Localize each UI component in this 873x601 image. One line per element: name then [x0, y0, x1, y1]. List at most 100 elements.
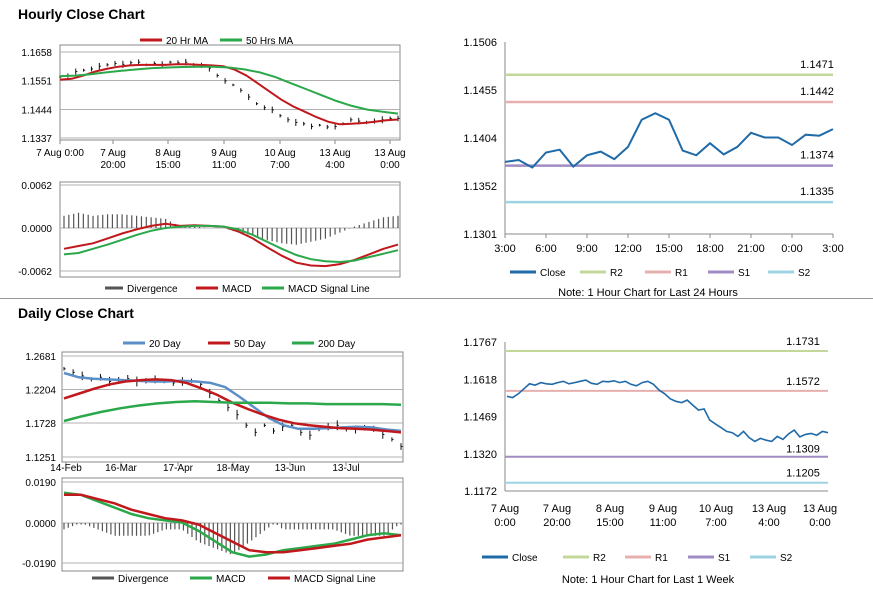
- lastweek-legend-close-label: Close: [512, 553, 538, 564]
- daily-50-day-line: [63, 378, 402, 434]
- last24-xtick-label: 15:00: [655, 243, 683, 255]
- lastweek-xtick-label: 8 Aug: [596, 503, 624, 515]
- daily-macd-signal-line: [64, 493, 402, 554]
- last24-ytick-label: 1.1352: [463, 181, 497, 193]
- last24-legend-s2-label: S2: [798, 268, 811, 279]
- last24-legend-close-label: Close: [540, 268, 566, 279]
- hourly-xtick-label-time: 4:00: [325, 160, 345, 171]
- daily-price-frame: [61, 351, 404, 463]
- hourly-ytick-label: 1.1551: [21, 77, 52, 88]
- daily-xtick-label: 14-Feb: [50, 463, 82, 474]
- daily-chart-title: Daily Close Chart: [18, 305, 134, 321]
- lastweek-xtick-label-time: 15:00: [596, 517, 624, 529]
- hourly-xtick-label: 13 Aug: [319, 148, 350, 159]
- lastweek-legend-r1-label: R1: [655, 553, 668, 564]
- lastweek-xtick-label-time: 7:00: [705, 517, 726, 529]
- lastweek-close-line: [506, 379, 829, 443]
- hourly-legend-macd-label: MACD: [222, 284, 251, 295]
- last24-ytick-label: 1.1506: [463, 37, 497, 49]
- hourly-chart-title: Hourly Close Chart: [18, 6, 145, 22]
- hourly-xtick-label: 7 Aug 0:00: [36, 148, 84, 159]
- hourly-legend-divergence-label: Divergence: [127, 284, 178, 295]
- daily-xtick-label: 13-Jun: [275, 463, 306, 474]
- last24-xtick-label: 18:00: [696, 243, 724, 255]
- last24-xtick-label: 21:00: [737, 243, 765, 255]
- hourly-macd-ytick-label: 0.0062: [21, 181, 52, 192]
- daily-xtick-label: 18-May: [216, 463, 249, 474]
- hourly-xtick-label: 8 Aug: [155, 148, 181, 159]
- lastweek-xtick-label: 10 Aug: [699, 503, 733, 515]
- last24-note: Note: 1 Hour Chart for Last 24 Hours: [558, 287, 738, 299]
- hourly-20hr-ma-line: [59, 63, 399, 126]
- last24-xtick-label: 0:00: [781, 243, 802, 255]
- lastweek-r2-level-label: 1.1731: [786, 336, 820, 348]
- hourly-xtick-label: 10 Aug: [264, 148, 295, 159]
- daily-200-day-line: [63, 400, 402, 423]
- daily-macd-ytick-label: -0.0190: [22, 559, 56, 570]
- lastweek-ytick-label: 1.1618: [463, 374, 497, 386]
- last24-r2-level-label: 1.1471: [800, 59, 834, 71]
- lastweek-xtick-label-time: 4:00: [758, 517, 779, 529]
- last24-close-line: [504, 112, 834, 169]
- daily-ytick-label: 1.2204: [25, 386, 56, 397]
- last24-s2-level-label: 1.1335: [800, 186, 834, 198]
- lastweek-legend-s2-label: S2: [780, 553, 793, 564]
- hourly-xtick-label: 7 Aug: [100, 148, 126, 159]
- hourly-legend-20hr-ma-label: 20 Hr MA: [166, 36, 209, 47]
- daily-macd-frame: [61, 477, 404, 572]
- daily-xtick-label: 17-Apr: [163, 463, 194, 474]
- lastweek-legend-s1-label: S1: [718, 553, 731, 564]
- last24-r1-level-label: 1.1442: [800, 86, 834, 98]
- hourly-legend-signal-label: MACD Signal Line: [288, 284, 370, 295]
- daily-legend-divergence-label: Divergence: [118, 574, 169, 585]
- last24-xtick-label: 6:00: [535, 243, 556, 255]
- daily-macd-ytick-label: 0.0190: [25, 478, 56, 489]
- hourly-macd-ytick-label: 0.0000: [21, 224, 52, 235]
- lastweek-xtick-label: 13 Aug: [803, 503, 837, 515]
- section-divider: [0, 298, 873, 299]
- lastweek-xtick-label-time: 20:00: [543, 517, 571, 529]
- daily-legend-macd-label: MACD: [216, 574, 245, 585]
- daily-xtick-label: 13-Jul: [332, 463, 359, 474]
- daily-ytick-label: 1.2681: [25, 352, 56, 363]
- hourly-legend-50hrs-ma-label: 50 Hrs MA: [246, 36, 294, 47]
- hourly-macd-signal-line: [63, 224, 399, 264]
- lastweek-s2-level-label: 1.1205: [786, 468, 820, 480]
- lastweek-xtick-label-time: 0:00: [809, 517, 830, 529]
- daily-legend-50-day-label: 50 Day: [234, 339, 266, 350]
- hourly-ytick-label: 1.1658: [21, 48, 52, 59]
- lastweek-xtick-label: 7 Aug: [543, 503, 571, 515]
- lastweek-ytick-label: 1.1320: [463, 449, 497, 461]
- lastweek-xtick-label-time: 0:00: [494, 517, 515, 529]
- lastweek-xtick-label-time: 11:00: [650, 517, 677, 529]
- lastweek-xtick-label: 9 Aug: [649, 503, 677, 515]
- lastweek-ytick-label: 1.1767: [463, 337, 497, 349]
- lastweek-note: Note: 1 Hour Chart for Last 1 Week: [562, 574, 735, 586]
- last24-legend-s1-label: S1: [738, 268, 751, 279]
- hourly-xtick-label-time: 15:00: [155, 160, 180, 171]
- hourly-ytick-label: 1.1337: [21, 134, 52, 145]
- lastweek-s1-level-label: 1.1309: [786, 444, 820, 456]
- hourly-xtick-label: 13 Aug: [374, 148, 405, 159]
- daily-macd-line: [63, 491, 402, 558]
- hourly-xtick-label-time: 7:00: [270, 160, 290, 171]
- lastweek-ytick-label: 1.1172: [464, 486, 497, 498]
- hourly-macd-frame: [59, 181, 401, 278]
- hourly-xtick-label-time: 11:00: [212, 160, 237, 171]
- lastweek-xtick-label: 7 Aug: [491, 503, 519, 515]
- last24-legend-r1-label: R1: [675, 268, 688, 279]
- last24-xtick-label: 12:00: [614, 243, 642, 255]
- daily-macd-ytick-label: 0.0000: [25, 519, 56, 530]
- daily-legend-200-day-label: 200 Day: [318, 339, 355, 350]
- hourly-macd-ytick-label: -0.0062: [18, 267, 52, 278]
- last24-xtick-label: 3:00: [822, 243, 843, 255]
- hourly-xtick-label-time: 0:00: [380, 160, 400, 171]
- hourly-price-frame: [59, 44, 401, 141]
- last24-xtick-label: 9:00: [576, 243, 597, 255]
- last24-ytick-label: 1.1301: [463, 229, 497, 241]
- hourly-50hrs-ma-line: [59, 65, 399, 115]
- lastweek-xtick-label: 13 Aug: [752, 503, 786, 515]
- daily-xtick-label: 16-Mar: [105, 463, 137, 474]
- daily-legend-20-day-label: 20 Day: [149, 339, 181, 350]
